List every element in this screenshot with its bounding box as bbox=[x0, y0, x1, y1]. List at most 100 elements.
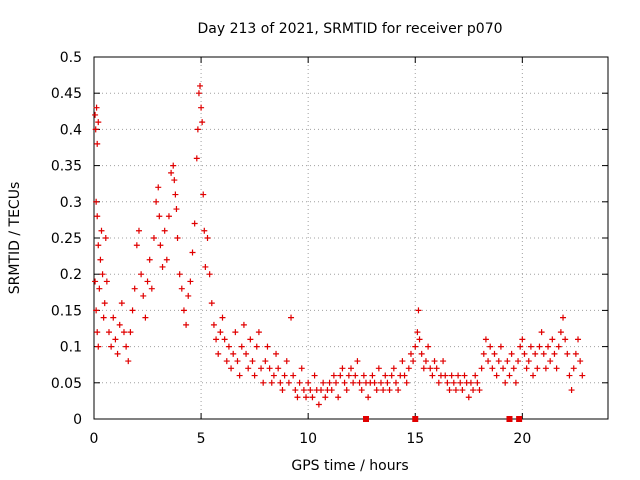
data-point bbox=[125, 358, 132, 365]
data-point bbox=[497, 343, 504, 350]
data-point bbox=[345, 372, 352, 379]
data-point bbox=[495, 358, 502, 365]
data-point bbox=[155, 184, 162, 191]
data-point bbox=[515, 358, 522, 365]
data-point bbox=[268, 379, 275, 386]
data-point bbox=[309, 394, 316, 401]
data-point bbox=[341, 379, 348, 386]
data-point bbox=[517, 343, 524, 350]
data-point bbox=[221, 336, 228, 343]
data-point bbox=[555, 343, 562, 350]
data-point bbox=[93, 307, 100, 314]
data-point bbox=[262, 358, 269, 365]
data-point bbox=[512, 379, 519, 386]
data-point bbox=[352, 372, 359, 379]
data-point bbox=[133, 242, 140, 249]
data-point bbox=[129, 307, 136, 314]
data-point bbox=[112, 336, 119, 343]
data-point bbox=[536, 343, 543, 350]
data-point bbox=[101, 300, 108, 307]
data-point bbox=[157, 242, 164, 249]
data-point bbox=[510, 365, 517, 372]
data-point bbox=[290, 372, 297, 379]
data-point bbox=[307, 387, 314, 394]
data-point bbox=[191, 220, 198, 227]
data-point bbox=[148, 285, 155, 292]
data-point bbox=[292, 387, 299, 394]
y-tick-label: 0.15 bbox=[51, 303, 82, 319]
data-point bbox=[116, 321, 123, 328]
data-point bbox=[161, 227, 168, 234]
data-point bbox=[519, 336, 526, 343]
data-point bbox=[489, 365, 496, 372]
data-point bbox=[279, 387, 286, 394]
data-point bbox=[230, 350, 237, 357]
data-point bbox=[485, 358, 492, 365]
data-point bbox=[416, 336, 423, 343]
data-point bbox=[260, 379, 267, 386]
data-point bbox=[386, 387, 393, 394]
data-point bbox=[335, 394, 342, 401]
y-axis-label: SRMTID / TECUs bbox=[7, 182, 23, 295]
data-point bbox=[315, 401, 322, 408]
data-point bbox=[305, 379, 312, 386]
data-point bbox=[195, 90, 202, 97]
data-points bbox=[92, 82, 586, 422]
data-point bbox=[194, 126, 201, 133]
data-point bbox=[173, 206, 180, 213]
data-point bbox=[414, 329, 421, 336]
data-point bbox=[427, 365, 434, 372]
data-point bbox=[320, 379, 327, 386]
data-point bbox=[487, 343, 494, 350]
grid-lines bbox=[94, 57, 608, 419]
data-point bbox=[504, 358, 511, 365]
data-point bbox=[425, 343, 432, 350]
data-point bbox=[215, 350, 222, 357]
data-point bbox=[461, 372, 468, 379]
data-point bbox=[153, 198, 160, 205]
data-point bbox=[465, 394, 472, 401]
data-point bbox=[375, 365, 382, 372]
data-point bbox=[185, 292, 192, 299]
data-point bbox=[506, 372, 513, 379]
data-point bbox=[199, 119, 206, 126]
data-point bbox=[273, 350, 280, 357]
data-point bbox=[223, 358, 230, 365]
data-point bbox=[171, 177, 178, 184]
data-point bbox=[553, 365, 560, 372]
data-point bbox=[311, 372, 318, 379]
data-point bbox=[328, 387, 335, 394]
data-point bbox=[266, 365, 273, 372]
data-point bbox=[348, 365, 354, 372]
data-point bbox=[551, 350, 558, 357]
data-point bbox=[114, 350, 121, 357]
data-point bbox=[373, 387, 380, 394]
data-point bbox=[470, 387, 477, 394]
y-tick-label: 0.4 bbox=[60, 122, 82, 138]
data-point bbox=[420, 365, 427, 372]
data-point bbox=[500, 365, 507, 372]
data-point bbox=[131, 285, 138, 292]
data-point bbox=[478, 365, 485, 372]
data-point bbox=[405, 365, 412, 372]
data-point bbox=[343, 387, 350, 394]
data-point bbox=[433, 365, 440, 372]
data-point bbox=[202, 263, 209, 270]
data-point bbox=[138, 271, 145, 278]
data-point bbox=[575, 336, 582, 343]
data-point bbox=[170, 162, 177, 169]
data-point bbox=[92, 126, 99, 133]
data-point bbox=[532, 350, 539, 357]
data-point bbox=[142, 314, 149, 321]
data-point bbox=[542, 365, 549, 372]
data-point bbox=[579, 372, 586, 379]
data-point bbox=[429, 372, 436, 379]
data-point bbox=[521, 350, 528, 357]
data-point bbox=[350, 379, 357, 386]
data-point bbox=[557, 329, 564, 336]
data-point bbox=[210, 321, 217, 328]
data-point bbox=[467, 379, 474, 386]
data-point bbox=[407, 350, 414, 357]
data-point bbox=[270, 372, 277, 379]
data-point bbox=[572, 350, 579, 357]
